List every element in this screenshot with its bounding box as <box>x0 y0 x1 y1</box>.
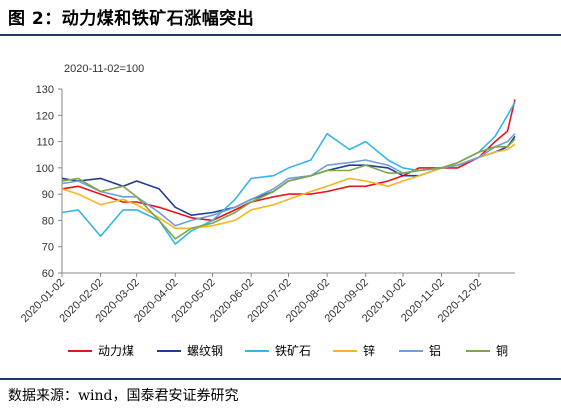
series-line-5 <box>61 133 516 227</box>
title-rule <box>0 34 561 36</box>
chart-series <box>61 99 516 245</box>
y-tick-label: 70 <box>42 242 54 254</box>
y-tick-label: 130 <box>36 84 54 96</box>
y-tick-label: 60 <box>42 268 54 280</box>
y-tick-label: 110 <box>36 137 54 149</box>
series-line-6 <box>61 138 516 240</box>
y-tick-label: 80 <box>42 215 54 227</box>
y-tick-label: 100 <box>36 163 54 175</box>
y-tick-label: 120 <box>36 110 54 122</box>
y-tick-label: 90 <box>42 189 54 201</box>
chart-legend: 动力煤 螺纹钢 铁矿石 锌 铝 铜 <box>68 343 508 358</box>
figure-title: 图 2：动力煤和铁矿石涨幅突出 <box>8 9 255 29</box>
legend-label-4: 锌 <box>363 344 375 358</box>
series-line-4 <box>61 143 516 230</box>
series-line-2 <box>61 135 516 216</box>
legend-label-2: 螺纹钢 <box>187 344 223 358</box>
series-line-3 <box>61 101 516 245</box>
chart-annotation: 2020-11-02=100 <box>64 63 144 75</box>
footer-rule <box>0 378 561 380</box>
source-note: 数据来源：wind，国泰君安证券研究 <box>8 388 239 404</box>
legend-label-5: 铝 <box>429 343 441 358</box>
legend-label-1: 动力煤 <box>98 344 134 358</box>
legend-label-3: 铁矿石 <box>275 344 311 358</box>
legend-label-6: 铜 <box>496 343 508 358</box>
series-line-1 <box>61 99 516 222</box>
chart-axes: 607080901001101201302020-01-022020-02-02… <box>19 84 515 325</box>
